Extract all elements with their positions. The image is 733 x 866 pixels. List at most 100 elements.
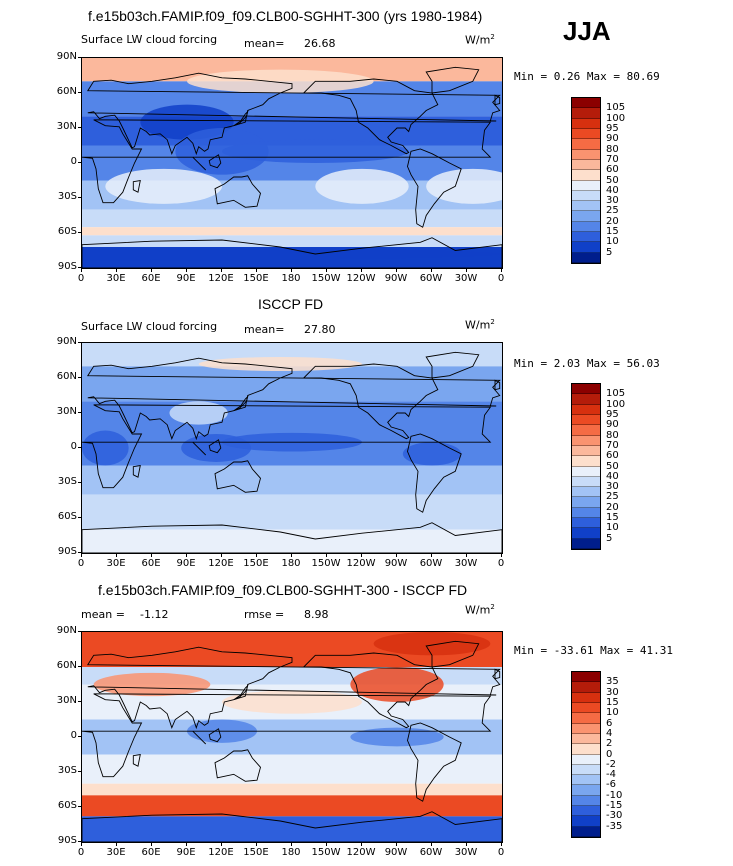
shading-band (82, 529, 502, 553)
colorbar-swatch (572, 425, 600, 436)
shading-patch (82, 247, 502, 261)
colorbar-swatch (572, 159, 600, 171)
lat-tick-label: 90N (56, 625, 77, 636)
lon-tick-label: 60E (141, 273, 161, 284)
lon-tick (431, 553, 432, 557)
colorbar-level-label: 105 (606, 388, 626, 400)
colorbar-level-label: 30 (606, 481, 619, 493)
lat-tick-label: 60N (56, 86, 77, 97)
lat-tick-label: 30N (56, 406, 77, 417)
panel1-mean-label: mean= (244, 37, 285, 50)
lon-tick (221, 268, 222, 272)
lon-tick-label: 120W (346, 847, 376, 858)
lat-tick (78, 482, 81, 483)
coastline (214, 175, 261, 208)
colorbar-level-label: 40 (606, 184, 619, 196)
lon-tick (256, 268, 257, 272)
coastline (494, 379, 501, 391)
lon-tick-label: 90E (176, 273, 196, 284)
panel1-mean-value: 26.68 (304, 37, 336, 50)
colorbar-level-label: 25 (606, 205, 619, 217)
colorbar-swatch (572, 149, 600, 160)
colorbar-level-label: 5 (606, 532, 613, 544)
lon-tick (81, 268, 82, 272)
colorbar-swatch (572, 816, 600, 827)
lon-tick-label: 150W (311, 847, 341, 858)
lat-tick-label: 30S (57, 191, 77, 202)
lon-tick-label: 90E (176, 847, 196, 858)
coastline (302, 78, 439, 155)
shading-patch (93, 672, 211, 697)
colorbar-swatch (572, 702, 600, 714)
lat-tick (78, 841, 81, 842)
lon-tick-label: 30E (106, 847, 126, 858)
lat-tick-label: 90N (56, 336, 77, 347)
colorbar-level-label: 10 (606, 522, 619, 534)
lon-tick-label: 180 (281, 847, 301, 858)
coastline (214, 460, 261, 493)
lat-tick-label: 30N (56, 695, 77, 706)
panel3-title: f.e15b03ch.FAMIP.f09_f09.CLB00-SGHHT-300… (98, 582, 468, 598)
coastline (82, 119, 492, 204)
colorbar-level-label: 2 (606, 738, 613, 750)
coastline (192, 441, 207, 456)
lat-tick-label: 90S (57, 835, 77, 846)
lon-tick (81, 553, 82, 557)
colorbar-swatch (572, 394, 600, 405)
lat-tick (78, 517, 81, 518)
colorbar-level-label: 30 (606, 195, 619, 207)
lon-tick-label: 120E (208, 558, 234, 569)
lat-tick (78, 412, 81, 413)
panel3-rmse-value: 8.98 (304, 608, 329, 621)
lon-tick (116, 268, 117, 272)
lat-tick-label: 90S (57, 261, 77, 272)
coastline (192, 156, 207, 171)
colorbar-swatch (572, 108, 600, 119)
colorbar-level-label: -2 (606, 758, 616, 770)
lat-tick (78, 736, 81, 737)
colorbar-swatch (572, 384, 600, 395)
lon-tick (221, 553, 222, 557)
colorbar-swatch (572, 128, 600, 140)
panel1-subtitle: Surface LW cloud forcing (81, 33, 218, 46)
lat-tick-label: 0 (70, 156, 77, 167)
lat-tick (78, 377, 81, 378)
coastline (494, 94, 501, 106)
colorbar-level-label: 50 (606, 460, 619, 472)
colorbar-swatch (572, 252, 600, 263)
colorbar-swatch (572, 487, 600, 498)
lon-tick (81, 842, 82, 846)
colorbar-swatch (572, 806, 600, 817)
lat-tick (78, 57, 81, 58)
colorbar-swatch (572, 682, 600, 693)
lon-tick-label: 90W (384, 558, 408, 569)
panel3-colorbar: 35 30 15 10 6 4 2 0 -2 -4 -6 -10 -15 -30 -35 (571, 671, 622, 838)
colorbar-level-label: 90 (606, 419, 619, 431)
lat-tick (78, 127, 81, 128)
lon-tick (291, 553, 292, 557)
colorbar-level-label: 15 (606, 226, 619, 238)
lon-tick-label: 90W (384, 273, 408, 284)
shading-band (82, 494, 502, 530)
colorbar-level-label: 15 (606, 696, 619, 708)
colorbar-swatch (572, 232, 600, 243)
colorbar-swatch (572, 795, 600, 807)
colorbar-swatch (572, 180, 600, 191)
lat-tick-label: 90S (57, 546, 77, 557)
colorbar-swatch (572, 466, 600, 477)
lon-tick-label: 120W (346, 273, 376, 284)
panel3-units: W/m2 (465, 603, 495, 617)
shading-band (82, 465, 502, 495)
colorbar-swatch (572, 139, 600, 150)
colorbar-level-label: 10 (606, 236, 619, 248)
colorbar-swatch (572, 826, 600, 837)
lon-tick (186, 842, 187, 846)
shading-patch (198, 357, 362, 371)
lon-tick-label: 60W (419, 847, 443, 858)
lon-tick-label: 90E (176, 558, 196, 569)
lon-tick-label: 30E (106, 558, 126, 569)
coastline (132, 179, 141, 193)
lon-tick-label: 30W (454, 847, 478, 858)
coastline (192, 730, 207, 745)
coastline (132, 753, 141, 767)
